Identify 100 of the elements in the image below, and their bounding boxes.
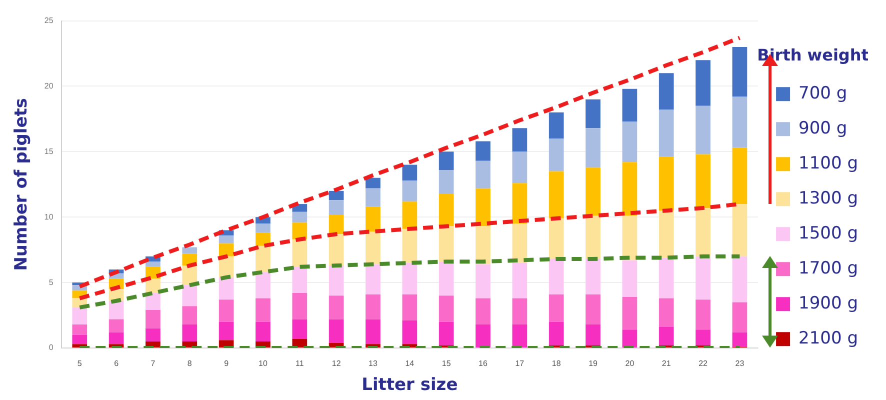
bar	[438, 296, 454, 322]
bar	[328, 319, 344, 343]
bar	[548, 322, 564, 346]
bar	[696, 60, 710, 106]
bar	[696, 208, 710, 256]
legend-label: 1700 g	[798, 258, 858, 279]
bar	[622, 296, 638, 330]
bar	[586, 128, 600, 168]
bar	[108, 319, 124, 332]
bar	[438, 322, 454, 346]
bar	[328, 214, 344, 234]
bar	[732, 256, 748, 302]
y-tick-label: 20	[44, 81, 54, 90]
bar	[512, 152, 528, 184]
bar	[476, 324, 490, 348]
bar	[218, 235, 234, 244]
bar	[732, 148, 748, 204]
bar	[732, 46, 748, 97]
x-tick-label: 14	[405, 359, 415, 368]
bar	[182, 285, 198, 306]
legend-label: 700 g	[798, 84, 848, 104]
x-tick-label: 16	[478, 359, 488, 368]
x-tick-label: 6	[114, 359, 120, 368]
bar	[586, 259, 600, 294]
bar	[696, 106, 710, 154]
bar	[548, 112, 564, 139]
x-tick-label: 13	[368, 359, 378, 368]
y-tick-label: 10	[44, 212, 54, 222]
bar	[438, 194, 454, 226]
x-tick-label: 12	[332, 359, 342, 368]
x-tick-label: 9	[224, 359, 230, 368]
bar	[402, 180, 418, 202]
x-tick-label: 21	[662, 359, 672, 368]
x-tick-label: 19	[588, 359, 598, 368]
bar	[622, 88, 638, 122]
bar	[658, 156, 674, 211]
x-tick-label: 10	[258, 359, 268, 368]
y-tick-label: 5	[48, 278, 54, 287]
bar	[366, 294, 380, 320]
bar	[402, 164, 418, 180]
bar	[256, 246, 270, 272]
bar	[512, 128, 528, 152]
bar	[622, 260, 638, 297]
y-tick-label: 15	[44, 146, 54, 156]
bar	[586, 167, 600, 216]
bar	[658, 258, 674, 298]
bar	[218, 277, 234, 300]
bar	[366, 232, 380, 264]
bar	[218, 243, 234, 256]
bar	[402, 262, 418, 294]
bar	[548, 294, 564, 322]
bar	[548, 259, 564, 294]
bar	[548, 218, 564, 259]
bar	[292, 266, 308, 294]
bar	[476, 298, 490, 324]
y-tick-label: 25	[44, 16, 54, 26]
bar	[732, 302, 748, 332]
bar	[476, 226, 490, 264]
legend-label: 2100 g	[798, 328, 858, 349]
bar	[366, 178, 380, 188]
bar	[182, 247, 198, 254]
bar	[366, 319, 380, 344]
bar	[512, 324, 528, 348]
y-tick-label: 0	[48, 343, 54, 352]
bar	[72, 324, 88, 335]
bar	[292, 239, 308, 267]
bar	[732, 96, 748, 148]
bar	[622, 122, 638, 162]
bar	[366, 206, 380, 232]
bar	[402, 320, 418, 344]
bar	[218, 300, 234, 322]
bar	[292, 222, 308, 240]
x-tick-label: 5	[77, 359, 82, 368]
bar	[696, 330, 710, 346]
bar	[586, 294, 600, 324]
legend-label: 1500 g	[798, 224, 858, 244]
bar	[438, 152, 454, 170]
bar	[658, 210, 674, 258]
bar	[696, 300, 710, 330]
x-tick-label: 17	[515, 359, 525, 368]
x-tick-label: 7	[150, 359, 156, 368]
bar	[622, 330, 638, 348]
bar	[72, 307, 88, 324]
bar	[256, 322, 270, 342]
bar	[328, 200, 344, 215]
bar	[622, 216, 638, 260]
bar	[182, 324, 198, 342]
line-series	[78, 254, 742, 310]
bar	[732, 204, 748, 256]
legend-label: 1300 g	[798, 188, 858, 209]
bar	[146, 328, 160, 342]
bar	[256, 224, 270, 233]
bar	[146, 262, 160, 267]
bar	[512, 298, 528, 324]
x-tick-label: 8	[187, 359, 192, 368]
bar	[658, 298, 674, 328]
bar	[328, 296, 344, 320]
bar	[366, 264, 380, 294]
bar	[586, 324, 600, 346]
bar	[292, 293, 308, 320]
